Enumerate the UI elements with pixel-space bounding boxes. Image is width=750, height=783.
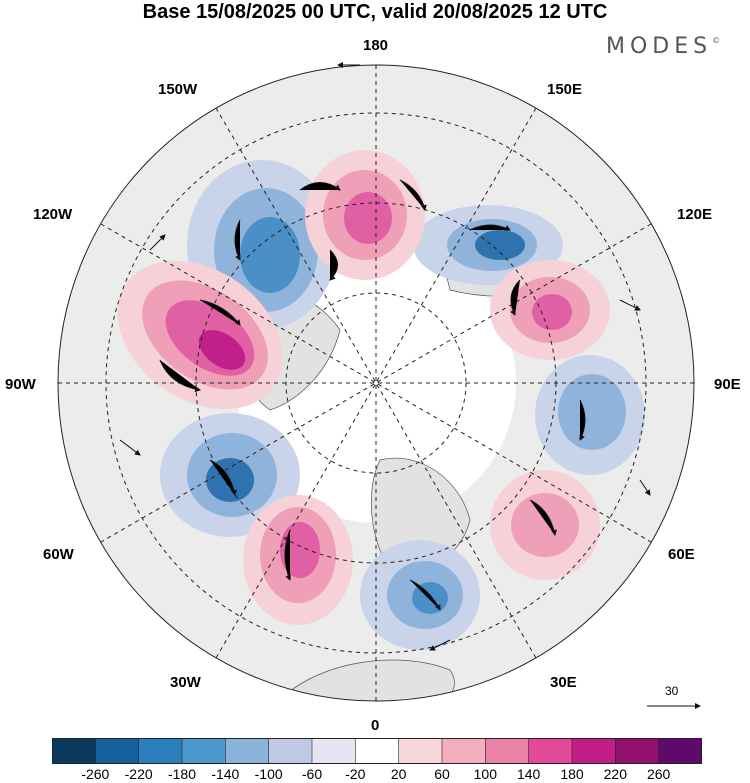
meridian-label-150e: 150E (547, 81, 583, 98)
colorbar-tick-label: -220 (124, 766, 153, 782)
colorbar-tick-label: -260 (81, 766, 110, 782)
copyright-mark: © (712, 36, 721, 45)
meridian-label-120e: 120E (677, 206, 713, 223)
colorbar-tick-label: -180 (167, 766, 197, 782)
meridian-label-180: 180 (363, 37, 389, 54)
colorbar-frame (52, 738, 702, 764)
colorbar-segment (225, 738, 270, 764)
colorbar-tick-label: 100 (473, 766, 498, 782)
colorbar-segment (615, 738, 660, 764)
low-anomaly-north-america-core (240, 217, 300, 293)
colorbar-segment (182, 738, 226, 764)
colorbar-segment (138, 738, 183, 764)
brand-logo: MODES© (606, 34, 720, 59)
colorbar (52, 738, 702, 764)
meridian-label-60e: 60E (668, 546, 695, 563)
low-anomaly-siberia-core (475, 230, 525, 260)
meridian-label-90e: 90E (714, 376, 741, 393)
meridian-label-120w: 120W (33, 206, 73, 223)
colorbar-tick-label: 260 (646, 766, 671, 782)
colorbar-segment (95, 738, 140, 764)
meridian-label-90w: 90W (5, 376, 36, 393)
colorbar-segment (572, 738, 616, 764)
wind-vectors (119, 179, 651, 651)
map-boundary (57, 64, 695, 702)
colorbar-tick-label: -60 (301, 766, 323, 782)
high-anomaly-east-siberia-core (532, 294, 572, 330)
colorbar-tick-label: 180 (560, 766, 584, 782)
high-anomaly-pacific-core (344, 192, 392, 244)
meridian-label-30w: 30W (170, 674, 201, 691)
anomaly-blobs (117, 150, 645, 650)
map-title: Base 15/08/2025 00 UTC, valid 20/08/2025… (142, 1, 608, 23)
colorbar-tick-label: 220 (603, 766, 628, 782)
colorbar-tick-label: -140 (211, 766, 240, 782)
colorbar-segment (312, 738, 356, 764)
colorbar-segment (52, 738, 96, 764)
colorbar-segment (398, 738, 443, 764)
low-anomaly-central-asia-mid (558, 374, 626, 450)
colorbar-segment (355, 738, 400, 764)
colorbar-segment (268, 738, 313, 764)
colorbar-segment (442, 738, 486, 764)
colorbar-tick-label: -100 (254, 766, 283, 782)
meridian-label-150w: 150W (158, 81, 198, 98)
meridian-label-60w: 60W (43, 546, 74, 563)
colorbar-tick-label: 20 (390, 766, 407, 782)
colorbar-tick-label: 140 (516, 766, 541, 782)
colorbar-segment (528, 738, 573, 764)
map-disk (58, 65, 694, 701)
colorbar-segment (658, 738, 702, 764)
colorbar-tick-label: -20 (345, 766, 366, 782)
high-anomaly-west-siberia-mid (511, 493, 579, 557)
high-anomaly-canada-max (198, 330, 246, 370)
brand-text: MODES (606, 34, 713, 59)
meridian-label-0: 0 (371, 717, 380, 734)
meridian-label-30e: 30E (550, 674, 577, 691)
colorbar-tick-label: 60 (434, 766, 450, 782)
graticule (58, 65, 694, 701)
colorbar-segment (485, 738, 530, 764)
vector-scale-label: 30 (665, 684, 679, 698)
